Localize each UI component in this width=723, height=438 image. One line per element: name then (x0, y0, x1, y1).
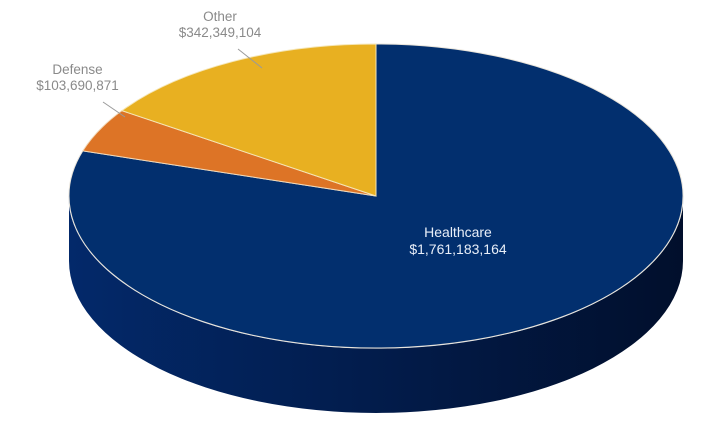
label-healthcare: Healthcare $1,761,183,164 (378, 224, 538, 258)
label-defense: Defense $103,690,871 (20, 62, 135, 94)
pie-side-wall (69, 196, 683, 413)
label-other: Other $342,349,104 (160, 9, 280, 41)
label-defense-value: $103,690,871 (36, 78, 119, 93)
label-healthcare-name: Healthcare (424, 224, 492, 240)
label-defense-name: Defense (52, 62, 103, 77)
label-other-value: $342,349,104 (178, 25, 262, 40)
slice-other[interactable] (120, 43, 377, 197)
leader-line-other (237, 48, 263, 69)
leader-line-defense (102, 101, 126, 118)
label-other-name: Other (203, 9, 237, 24)
label-healthcare-value: $1,761,183,164 (409, 241, 507, 257)
